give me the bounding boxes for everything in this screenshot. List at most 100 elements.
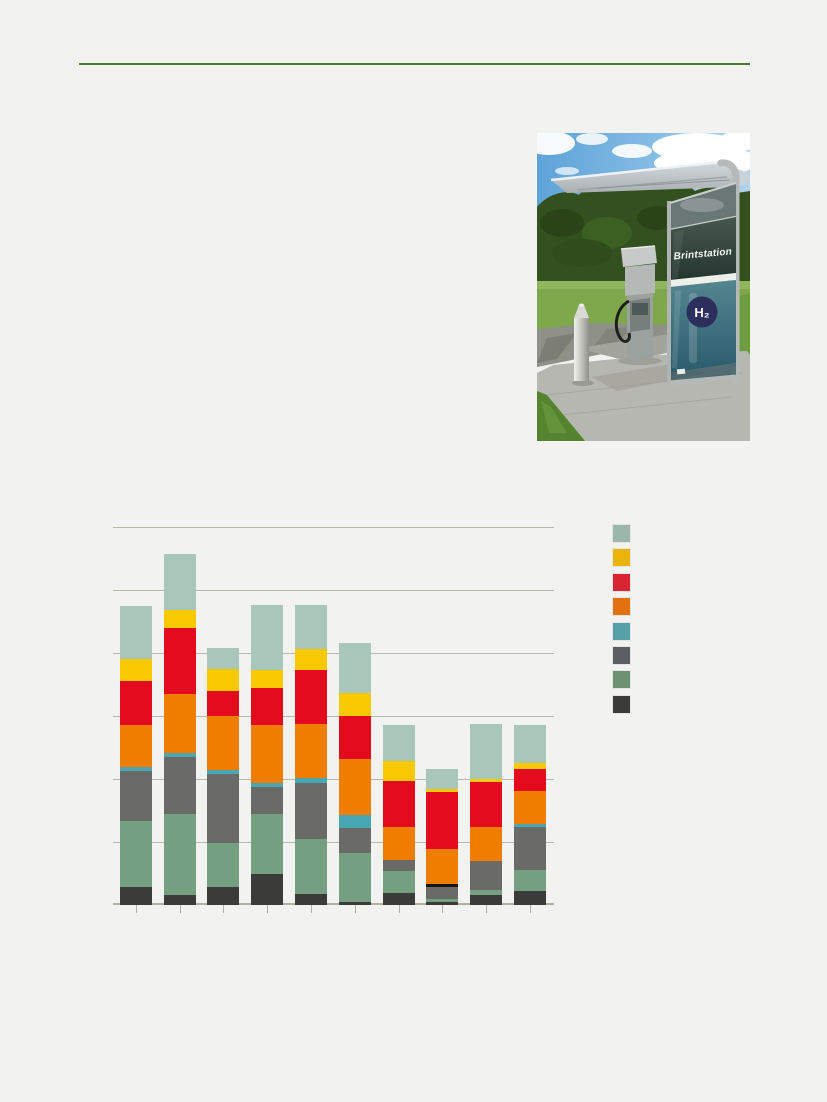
station-photo-svg: Brintstation H₂ bbox=[537, 133, 750, 441]
chart-plot bbox=[113, 527, 554, 913]
x-axis-line bbox=[113, 903, 554, 905]
bar-segment-thin-black-rule bbox=[426, 884, 459, 887]
bar-column bbox=[470, 724, 503, 905]
gridline bbox=[113, 590, 554, 591]
canopy-roof bbox=[550, 159, 740, 385]
bar-column bbox=[251, 605, 284, 905]
bar-segment-yellow bbox=[338, 693, 371, 716]
bar-segment-green bbox=[251, 814, 284, 874]
bar-column bbox=[514, 725, 547, 905]
bar-segment-yellow bbox=[163, 610, 196, 628]
glass-reflective-top bbox=[670, 183, 736, 230]
bar-segment-red bbox=[119, 681, 152, 725]
bar-segment-sage bbox=[119, 606, 152, 659]
bar-segment-red bbox=[294, 670, 327, 724]
bar-segment-dark-charcoal bbox=[207, 887, 240, 905]
legend-swatch-red bbox=[613, 573, 630, 591]
bar-segment-green bbox=[338, 853, 371, 902]
x-axis-tick bbox=[310, 905, 312, 913]
bar-segment-teal bbox=[514, 824, 547, 827]
bar-segment-yellow bbox=[251, 670, 284, 688]
bar-column bbox=[119, 606, 152, 905]
x-axis-tick bbox=[530, 905, 532, 913]
panel-top-rail bbox=[669, 182, 737, 204]
bar-segment-red bbox=[251, 688, 284, 725]
fuel-hose bbox=[614, 299, 631, 343]
x-axis-tick bbox=[442, 905, 444, 913]
bar-segment-gray bbox=[163, 757, 196, 814]
legend-swatch-orange bbox=[613, 598, 630, 616]
x-axis-tick bbox=[135, 905, 137, 913]
bar-segment-teal bbox=[251, 783, 284, 787]
foreground-grass bbox=[537, 391, 585, 441]
bar-segment-sage bbox=[338, 643, 371, 693]
x-axis-tick bbox=[354, 905, 356, 913]
bar-segment-sage bbox=[163, 554, 196, 610]
bar-segment-green bbox=[294, 839, 327, 894]
bar-segment-orange bbox=[251, 725, 284, 783]
bar-segment-yellow bbox=[207, 669, 240, 691]
bar-segment-green bbox=[514, 870, 547, 891]
bar-segment-yellow bbox=[514, 763, 547, 769]
bar-column bbox=[294, 605, 327, 905]
small-label bbox=[676, 368, 686, 375]
bar-column bbox=[338, 643, 371, 905]
bar-segment-green bbox=[207, 843, 240, 887]
bar-segment-sage bbox=[207, 648, 240, 669]
bar-segment-red bbox=[338, 716, 371, 759]
h2-badge-text: H₂ bbox=[694, 305, 709, 320]
frame-tube bbox=[717, 159, 740, 385]
bar-segment-teal bbox=[207, 770, 240, 774]
bar-segment-yellow bbox=[470, 779, 503, 782]
bar-segment-orange bbox=[426, 849, 459, 884]
bar-segment-teal bbox=[119, 767, 152, 771]
bar-segment-orange bbox=[382, 827, 415, 860]
x-axis-tick bbox=[486, 905, 488, 913]
legend-swatch-gray bbox=[613, 646, 630, 664]
bar-segment-dark-charcoal bbox=[163, 895, 196, 905]
bar-segment-green bbox=[426, 899, 459, 902]
legend-swatch-sage bbox=[613, 525, 630, 542]
bar-segment-gray bbox=[470, 861, 503, 890]
bar-segment-teal bbox=[294, 778, 327, 783]
bar-segment-dark-charcoal bbox=[119, 887, 152, 905]
x-axis-tick bbox=[267, 905, 269, 913]
x-axis-tick bbox=[223, 905, 225, 913]
bar-column bbox=[163, 554, 196, 905]
legend-swatch-green bbox=[613, 671, 630, 689]
dispenser bbox=[614, 245, 662, 365]
bar-segment-gray bbox=[426, 887, 459, 899]
chart-legend bbox=[613, 525, 630, 713]
bar-segment-orange bbox=[470, 827, 503, 861]
bar-segment-dark-charcoal bbox=[294, 894, 327, 905]
bar-segment-dark-charcoal bbox=[470, 895, 503, 905]
bar-segment-orange bbox=[294, 724, 327, 778]
bar-segment-sage bbox=[294, 605, 327, 649]
bar-segment-teal bbox=[163, 753, 196, 757]
sign-glass bbox=[670, 217, 736, 280]
station-photo: Brintstation H₂ bbox=[537, 133, 750, 441]
bar-segment-sage bbox=[426, 769, 459, 789]
legend-swatch-yellow bbox=[613, 549, 630, 567]
gridline bbox=[113, 779, 554, 780]
bollard bbox=[572, 303, 594, 386]
gridline bbox=[113, 842, 554, 843]
bar-segment-sage bbox=[251, 605, 284, 670]
h2-badge bbox=[686, 296, 718, 328]
bar-segment-dark-charcoal bbox=[514, 891, 547, 905]
legend-swatch-dark-charcoal bbox=[613, 695, 630, 713]
gridline bbox=[113, 716, 554, 717]
bar-segment-gray bbox=[338, 828, 371, 853]
bar-segment-gray bbox=[514, 827, 547, 870]
bar-segment-orange bbox=[338, 759, 371, 815]
bar-segment-green bbox=[163, 814, 196, 895]
bar-segment-gray bbox=[119, 771, 152, 821]
bar-segment-red bbox=[207, 691, 240, 716]
bar-segment-teal bbox=[338, 815, 371, 828]
bar-segment-red bbox=[163, 628, 196, 694]
bar-segment-orange bbox=[163, 694, 196, 753]
bar-segment-green bbox=[382, 871, 415, 893]
bar-segment-dark-charcoal bbox=[382, 893, 415, 905]
bar-segment-yellow bbox=[382, 761, 415, 781]
